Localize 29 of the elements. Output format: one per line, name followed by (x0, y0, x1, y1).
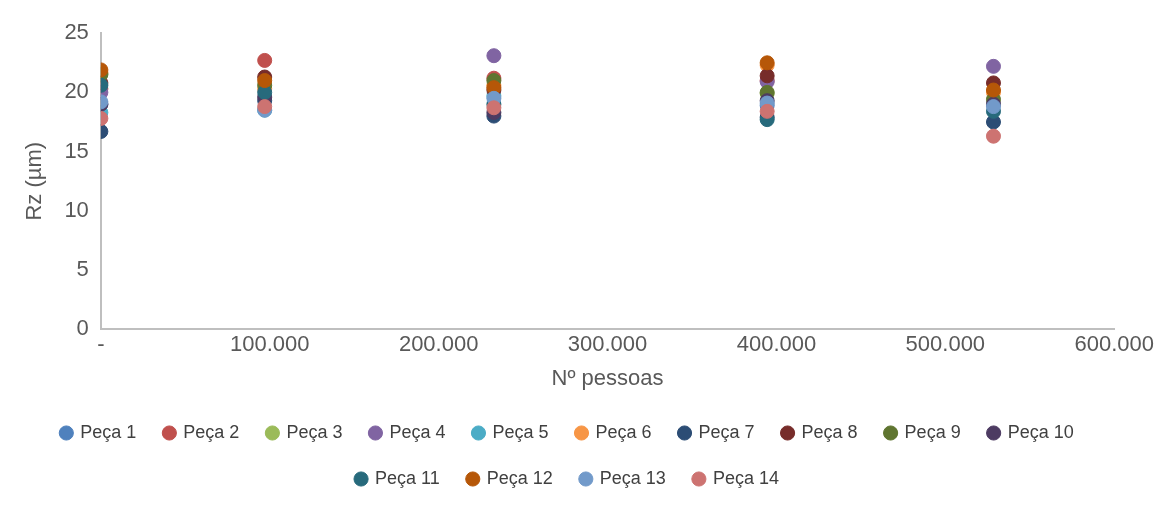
legend-label: Peça 3 (286, 421, 343, 442)
legend-label: Peça 7 (698, 421, 755, 442)
legend-label: Peça 6 (595, 421, 652, 442)
legend-label: Peça 9 (904, 421, 961, 442)
legend-label: Peça 11 (375, 467, 440, 488)
legend-label: Peça 12 (486, 467, 553, 488)
legend-label: Peça 13 (599, 467, 666, 488)
x-axis-title: Nº pessoas (551, 364, 664, 390)
x-tick-label: 500.000 (905, 331, 986, 357)
legend-label: Peça 5 (492, 421, 549, 442)
y-tick-label: 10 (64, 196, 89, 222)
legend-label: Peça 4 (389, 421, 446, 442)
legend-label: Peça 10 (1007, 421, 1074, 442)
legend-label: Peça 2 (183, 421, 240, 442)
x-tick-label: 300.000 (567, 331, 648, 357)
legend-label: Peça 14 (712, 467, 779, 488)
x-tick-label: 200.000 (398, 331, 479, 357)
x-tick-label: 100.000 (230, 331, 310, 357)
y-axis-title: Rz (µm) (21, 141, 47, 221)
y-tick-label: 0 (76, 315, 89, 341)
legend-label: Peça 1 (80, 421, 137, 442)
x-tick-label: - (97, 331, 105, 357)
legend-label: Peça 8 (801, 421, 858, 442)
y-tick-label: 15 (64, 137, 89, 163)
x-tick-label: 600.000 (1074, 331, 1154, 357)
y-tick-label: 5 (76, 256, 89, 282)
y-tick-label: 25 (64, 19, 89, 45)
x-tick-label: 400.000 (736, 331, 817, 357)
y-tick-label: 20 (64, 78, 89, 104)
